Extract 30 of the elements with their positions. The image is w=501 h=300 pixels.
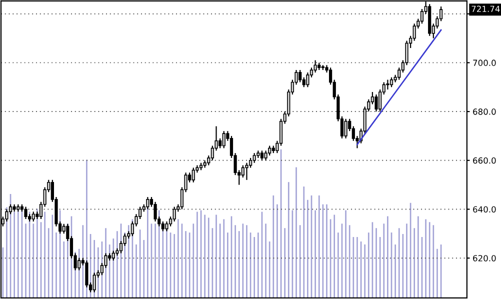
candlestick — [146, 196, 150, 210]
candlestick — [192, 167, 195, 183]
y-tick-label: 660.0 — [473, 157, 496, 164]
candlestick — [5, 208, 8, 222]
candlestick — [32, 211, 35, 222]
candlestick — [24, 206, 28, 220]
candlestick — [154, 201, 157, 222]
candlestick — [252, 152, 256, 164]
candlestick — [374, 94, 378, 112]
y-tick-label: 620.0 — [473, 255, 496, 262]
candlestick — [268, 145, 272, 156]
y-tick-label: 640.0 — [473, 206, 496, 213]
candlestick — [306, 72, 310, 88]
candlestick — [222, 130, 226, 149]
text: 721.74 — [472, 6, 500, 12]
candlestick — [165, 220, 168, 232]
candlestick — [245, 162, 248, 180]
candlestick — [161, 220, 164, 232]
candlestick — [260, 150, 264, 161]
candlestick — [344, 118, 348, 139]
candlestick — [386, 79, 390, 90]
candlestick — [241, 164, 244, 178]
candlestick — [78, 258, 81, 271]
y-tick-label: 680.0 — [473, 108, 496, 115]
candlestick — [314, 60, 317, 74]
candlestick — [390, 76, 394, 88]
y-tick-label: 700.0 — [473, 60, 496, 66]
candlestick — [112, 250, 115, 262]
candlestick — [298, 69, 302, 83]
candlestick — [172, 206, 176, 222]
